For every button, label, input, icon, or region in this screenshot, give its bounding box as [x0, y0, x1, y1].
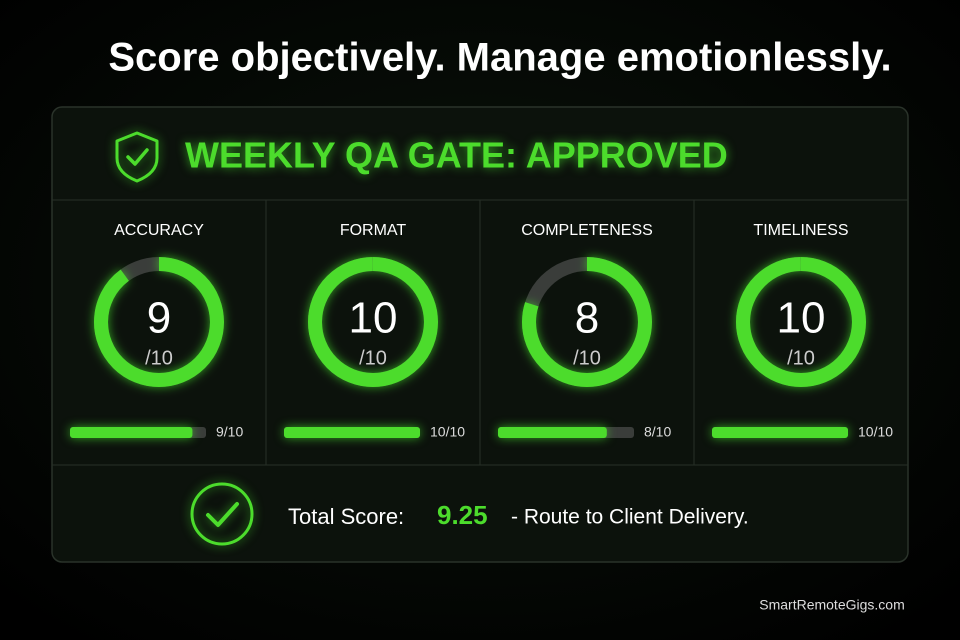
gate-title: WEEKLY QA GATE: APPROVED: [185, 135, 728, 176]
headline: Score objectively. Manage emotionlessly.: [108, 36, 891, 80]
total-score: 9.25: [437, 500, 488, 530]
bar-progress: [712, 427, 848, 438]
metric-denominator: /10: [359, 347, 387, 369]
bar-progress: [284, 427, 420, 438]
bar-label: 10/10: [858, 424, 893, 440]
shield-icon: [115, 131, 159, 183]
metric-score: 10: [349, 294, 398, 343]
ring-progress: [308, 257, 438, 387]
metric-score: 8: [575, 294, 599, 343]
metric-denominator: /10: [145, 347, 173, 369]
metric-score: 10: [777, 294, 826, 343]
bar-progress: [498, 427, 607, 438]
site: SmartRemoteGigs.com: [759, 597, 904, 613]
ring-progress: [94, 257, 224, 387]
metric-label: TIMELINESS: [753, 222, 848, 239]
check-icon: [190, 482, 254, 546]
metric-label: ACCURACY: [114, 222, 204, 239]
total-note: - Route to Client Delivery.: [511, 506, 749, 529]
ring-progress: [522, 257, 652, 387]
metric-label: FORMAT: [340, 222, 407, 239]
metric-score: 9: [147, 294, 171, 343]
bar-label: 8/10: [644, 424, 671, 440]
metric-denominator: /10: [787, 347, 815, 369]
bar-label: 10/10: [430, 424, 465, 440]
bar-progress: [70, 427, 193, 438]
metric-denominator: /10: [573, 347, 601, 369]
total-label: Total Score:: [288, 504, 404, 529]
bar-label: 9/10: [216, 424, 243, 440]
ring-progress: [736, 257, 866, 387]
metric-label: COMPLETENESS: [521, 222, 653, 239]
